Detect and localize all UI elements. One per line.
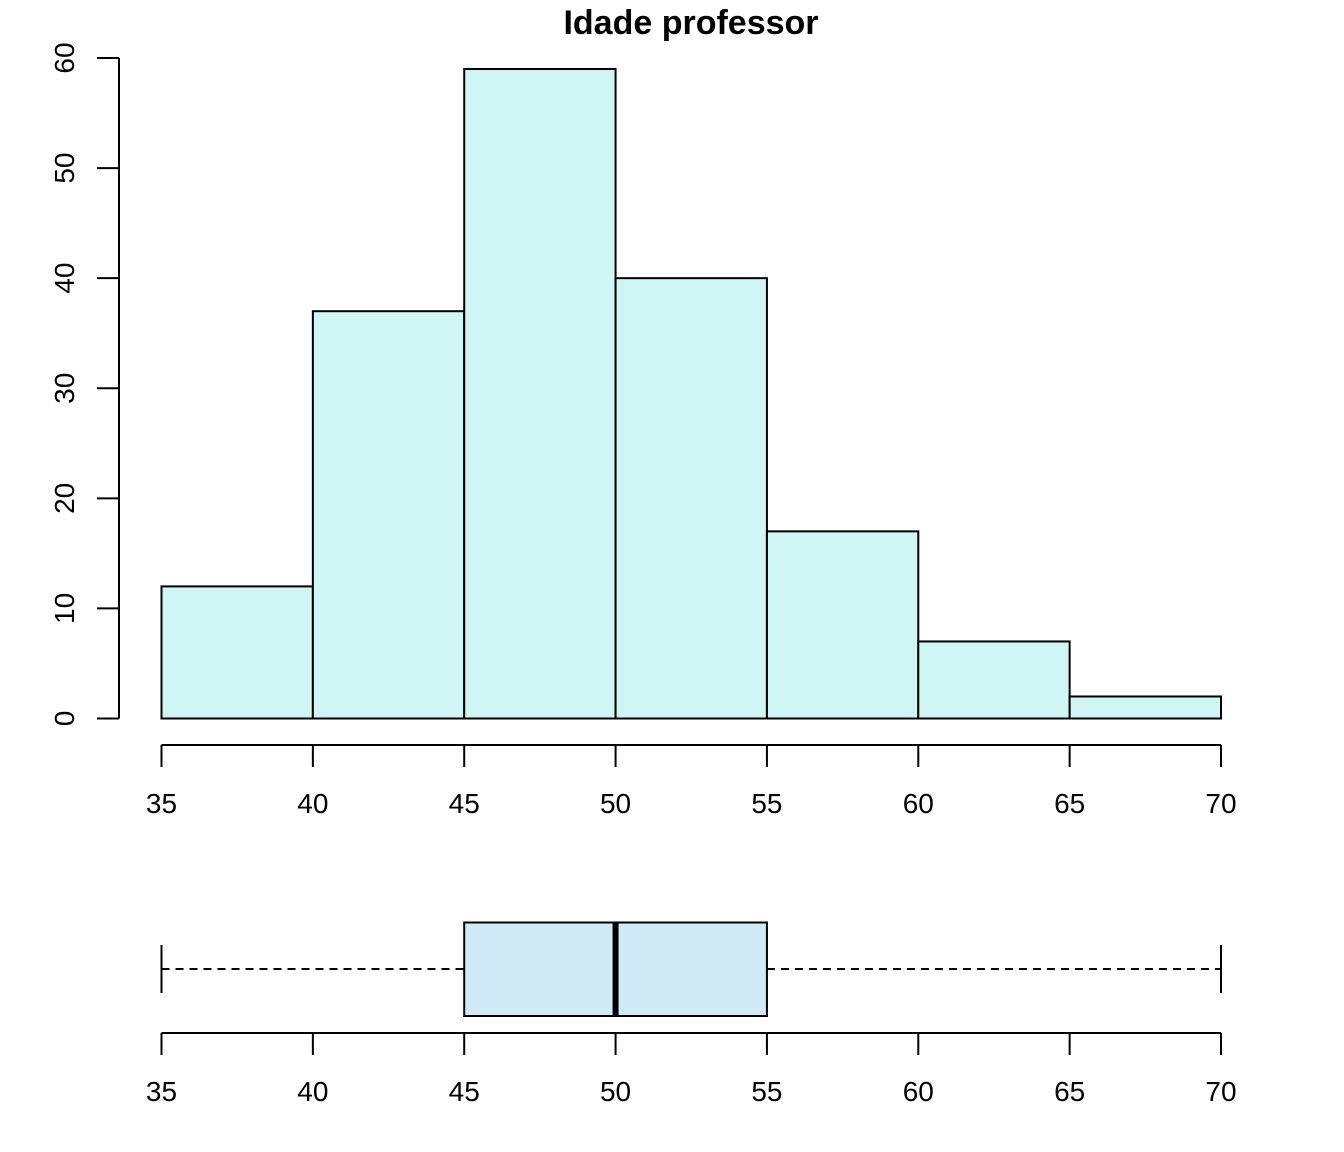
histogram-x-tick-label: 45 (449, 788, 480, 819)
boxplot-x-tick-label: 70 (1205, 1076, 1236, 1107)
y-tick-label: 0 (49, 711, 80, 727)
histogram-bar-0 (160, 585, 314, 720)
boxplot-x-tick-label: 40 (297, 1076, 328, 1107)
y-tick-label: 40 (49, 263, 80, 294)
histogram-x-tick-label: 70 (1205, 788, 1236, 819)
histogram-y-axis: 0 10 20 30 40 50 60 (49, 42, 120, 727)
histogram-x-tick-label: 60 (903, 788, 934, 819)
histogram-x-axis: 35 40 45 50 55 60 65 70 (146, 744, 1237, 819)
histogram-x-tick-label: 65 (1054, 788, 1085, 819)
histogram-bar-1 (311, 310, 466, 720)
histogram-bar-6 (1068, 695, 1222, 720)
boxplot-x-tick-label: 65 (1054, 1076, 1085, 1107)
histogram-bar-3 (614, 277, 768, 720)
histogram-x-tick-label: 35 (146, 788, 177, 819)
chart-title: Idade professor (563, 4, 818, 42)
histogram-x-tick-label: 55 (751, 788, 782, 819)
boxplot (160, 921, 1222, 1017)
boxplot-x-tick-label: 50 (600, 1076, 631, 1107)
boxplot-x-tick-label: 35 (146, 1076, 177, 1107)
y-tick-label: 50 (49, 153, 80, 184)
y-tick-label: 30 (49, 373, 80, 404)
y-tick-label: 60 (49, 42, 80, 73)
boxplot-x-axis: 35 40 45 50 55 60 65 70 (146, 1032, 1237, 1107)
boxplot-x-tick-label: 45 (449, 1076, 480, 1107)
y-tick-label: 10 (49, 593, 80, 624)
boxplot-x-tick-label: 60 (903, 1076, 934, 1107)
histogram-bars (160, 68, 1222, 720)
histogram-bar-5 (917, 640, 1071, 720)
histogram-x-tick-label: 40 (297, 788, 328, 819)
histogram-bar-4 (765, 530, 920, 720)
histogram-x-tick-label: 50 (600, 788, 631, 819)
histogram-bar-2 (463, 68, 617, 720)
boxplot-x-tick-label: 55 (751, 1076, 782, 1107)
y-tick-label: 20 (49, 483, 80, 514)
